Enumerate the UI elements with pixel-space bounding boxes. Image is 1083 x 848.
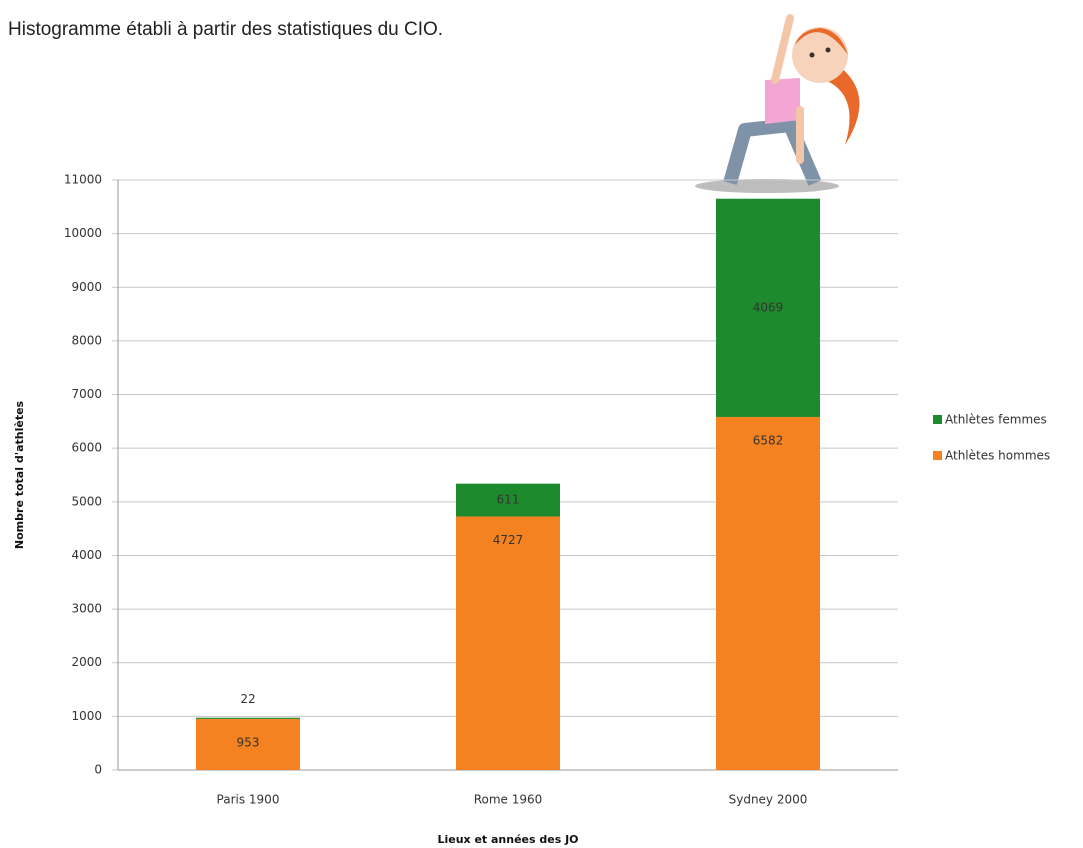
legend-swatch: [933, 451, 942, 460]
x-axis-title: Lieux et années des JO: [437, 833, 578, 846]
y-tick-label: 4000: [71, 548, 102, 562]
legend-swatch: [933, 415, 942, 424]
y-tick-label: 7000: [71, 387, 102, 401]
y-tick-label: 5000: [71, 494, 102, 508]
y-tick-label: 8000: [71, 333, 102, 347]
bar-segment: [716, 416, 820, 770]
legend-label: Athlètes femmes: [945, 413, 1047, 427]
y-tick-label: 9000: [71, 280, 102, 294]
data-label: 4727: [493, 533, 524, 547]
y-tick-label: 1000: [71, 709, 102, 723]
x-tick-label: Sydney 2000: [729, 793, 808, 807]
chart-title: Histogramme établi à partir des statisti…: [8, 19, 443, 40]
y-tick-label: 0: [94, 763, 102, 777]
data-label: 4069: [753, 300, 784, 314]
legend-label: Athlètes hommes: [945, 449, 1050, 463]
y-tick-label: 3000: [71, 602, 102, 616]
x-tick-label: Rome 1960: [474, 793, 543, 807]
y-tick-label: 11000: [64, 173, 102, 187]
data-label: 22: [240, 692, 255, 706]
bar-segment: [196, 717, 300, 719]
y-tick-label: 2000: [71, 655, 102, 669]
data-label: 611: [497, 493, 520, 507]
bar-segment: [196, 718, 300, 770]
y-tick-label: 10000: [64, 226, 102, 240]
data-label: 6582: [753, 433, 784, 447]
bar-segment: [456, 483, 560, 517]
data-label: 953: [237, 735, 260, 749]
illustration: [695, 14, 860, 193]
x-tick-label: Paris 1900: [217, 793, 280, 807]
bar-segment: [456, 516, 560, 770]
y-axis-title: Nombre total d'athlètes: [13, 400, 26, 549]
bar-segment: [716, 198, 820, 417]
y-tick-label: 6000: [71, 441, 102, 455]
